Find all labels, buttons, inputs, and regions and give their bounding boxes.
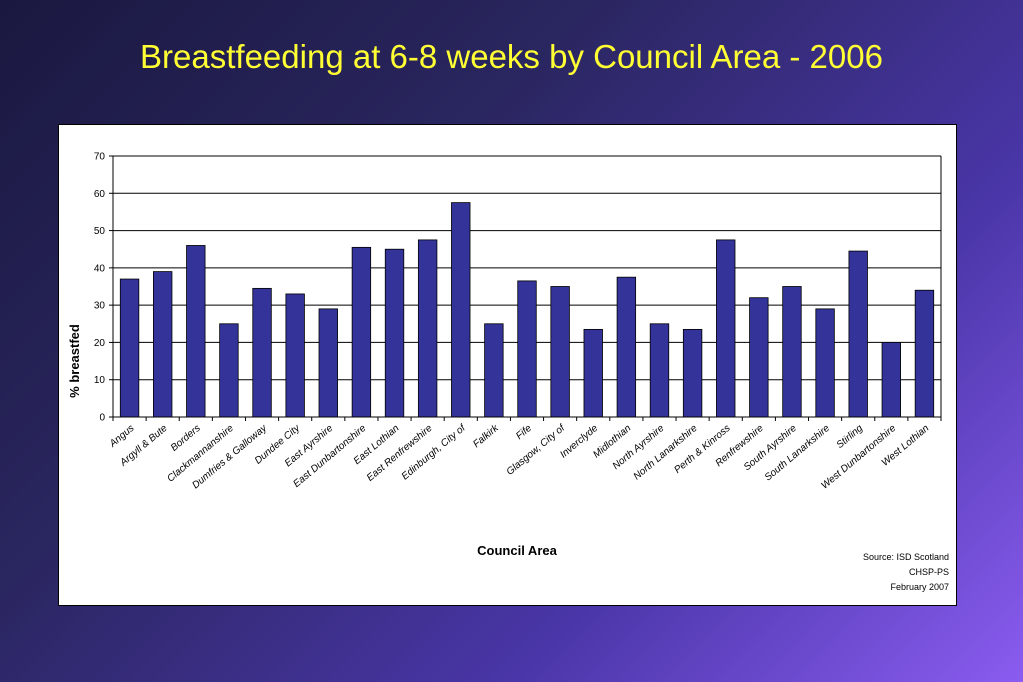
y-axis-title: % breastfed [67, 324, 82, 398]
x-tick-label: Fife [514, 423, 534, 442]
bar [550, 286, 570, 418]
bar [914, 289, 935, 418]
source-line-2: CHSP-PS [909, 567, 949, 577]
bar [285, 293, 305, 418]
y-tick-label: 20 [94, 338, 106, 349]
bar [484, 323, 504, 418]
x-axis-title: Council Area [477, 543, 557, 558]
bar [153, 271, 173, 418]
bar [119, 278, 140, 418]
bar [848, 250, 868, 418]
x-tick-label: Glasgow, City of [505, 422, 568, 478]
y-tick-label: 10 [94, 375, 106, 386]
bar [616, 276, 637, 418]
y-tick-label: 30 [94, 301, 106, 312]
chart-panel: 0 10 20 30 40 50 60 70 Angus Argyll & Bute Border… [58, 124, 957, 606]
axes [109, 155, 942, 421]
bar [219, 323, 239, 418]
x-tick-label: Falkirk [471, 422, 501, 450]
x-tick-label: Perth & Kinross [672, 423, 732, 476]
y-tick-label: 50 [94, 226, 106, 237]
x-tick-label: Angus [107, 423, 137, 450]
source-note: Source: ISD Scotland CHSP-PS February 20… [863, 552, 949, 592]
bar [649, 323, 670, 418]
bar [881, 342, 901, 418]
bar [782, 286, 802, 418]
x-tick-label: Stirling [835, 423, 866, 451]
source-line-1: Source: ISD Scotland [863, 552, 949, 562]
source-line-3: February 2007 [890, 582, 949, 592]
bar [682, 328, 703, 418]
bars [119, 202, 935, 418]
bar [351, 246, 372, 418]
y-tick-label: 60 [94, 189, 106, 200]
bar [517, 280, 537, 418]
bar [318, 308, 338, 418]
bar [815, 308, 835, 418]
bar [252, 287, 272, 418]
bar [583, 328, 603, 418]
y-tick-label: 0 [99, 413, 105, 424]
y-tick-label: 70 [94, 152, 106, 163]
slide-title: Breastfeeding at 6-8 weeks by Council Ar… [140, 38, 883, 75]
bar [384, 248, 405, 418]
y-tick-label: 40 [94, 263, 106, 274]
y-tick-labels: 0 10 20 30 40 50 60 70 [94, 152, 106, 424]
bar [417, 239, 438, 418]
bar [749, 297, 769, 418]
bar [451, 202, 471, 418]
bar [186, 245, 206, 418]
bar [716, 239, 736, 418]
